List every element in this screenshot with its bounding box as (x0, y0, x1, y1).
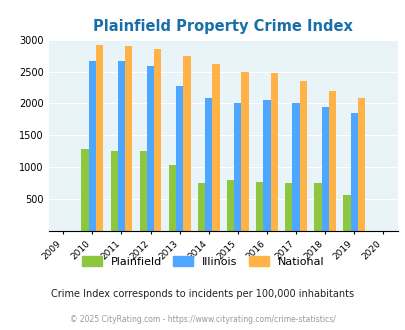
Bar (147, 66, 154, 231)
Bar (284, 182, 292, 231)
Bar (299, 81, 306, 231)
Bar (343, 195, 350, 231)
Bar (205, 98, 212, 231)
Text: Crime Index corresponds to incidents per 100,000 inhabitants: Crime Index corresponds to incidents per… (51, 289, 354, 299)
Bar (139, 151, 147, 231)
Bar (197, 182, 205, 231)
Legend: Plainfield, Illinois, National: Plainfield, Illinois, National (77, 251, 328, 271)
Bar (241, 72, 248, 231)
Bar (81, 149, 89, 231)
Bar (321, 107, 328, 231)
Title: Plainfield Property Crime Index: Plainfield Property Crime Index (93, 19, 352, 34)
Text: © 2025 CityRating.com - https://www.cityrating.com/crime-statistics/: © 2025 CityRating.com - https://www.city… (70, 315, 335, 324)
Bar (154, 49, 161, 231)
Bar (313, 183, 321, 231)
Bar (226, 180, 234, 231)
Bar (96, 45, 103, 231)
Bar (256, 182, 263, 231)
Bar (350, 113, 357, 231)
Bar (168, 165, 176, 231)
Bar (183, 56, 190, 231)
Bar (212, 64, 219, 231)
Bar (125, 46, 132, 231)
Bar (328, 91, 335, 231)
Bar (292, 103, 299, 231)
Bar (117, 61, 125, 231)
Bar (263, 100, 270, 231)
Bar (357, 98, 364, 231)
Bar (176, 85, 183, 231)
Bar (270, 73, 277, 231)
Bar (234, 103, 241, 231)
Bar (89, 61, 96, 231)
Bar (110, 151, 117, 231)
